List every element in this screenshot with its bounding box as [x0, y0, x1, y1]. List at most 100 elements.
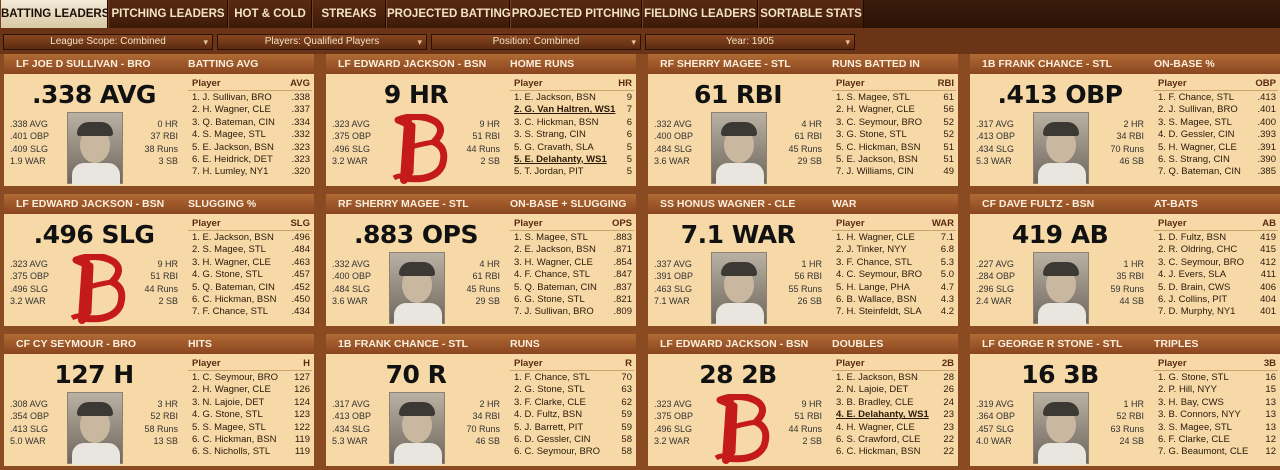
leader-name[interactable]: 4. G. Stone, STL: [192, 269, 263, 281]
table-row[interactable]: 3. B. Bradley, CLE 24: [832, 396, 956, 408]
table-row[interactable]: 5. H. Lange, PHA 4.7: [832, 281, 956, 293]
stat-column-header[interactable]: AB: [1262, 218, 1276, 229]
table-row[interactable]: 7. Q. Bateman, CIN .385: [1154, 165, 1278, 177]
table-row[interactable]: 3. C. Seymour, BRO 412: [1154, 256, 1278, 268]
leader-name[interactable]: 4. F. Chance, STL: [514, 269, 591, 281]
league-scope-select[interactable]: League Scope: Combined ▾: [3, 34, 213, 50]
table-row[interactable]: 1. J. Sullivan, BRO .338: [188, 91, 312, 103]
table-row[interactable]: 2. J. Sullivan, BRO .401: [1154, 103, 1278, 115]
leader-name[interactable]: 1. F. Chance, STL: [1158, 92, 1235, 103]
table-row[interactable]: 7. J. Williams, CIN 49: [832, 165, 956, 177]
leader-name[interactable]: 7. D. Murphy, NY1: [1158, 306, 1236, 318]
leader-name[interactable]: 7. G. Beaumont, CLE: [1158, 446, 1249, 458]
leader-name[interactable]: 4. S. Magee, STL: [192, 129, 266, 141]
table-row[interactable]: 3. Q. Bateman, CIN .334: [188, 116, 312, 128]
leader-card[interactable]: 1B FRANK CHANCE - STL RUNS 70 R .317 AVG .41…: [326, 334, 636, 466]
card-player-name[interactable]: CF DAVE FULTZ - BSN: [982, 198, 1095, 210]
leader-name[interactable]: 5. Q. Bateman, CIN: [192, 281, 275, 293]
leader-name[interactable]: 4. G. Stone, STL: [192, 409, 263, 421]
table-row[interactable]: 2. H. Wagner, CLE 56: [832, 103, 956, 115]
table-row[interactable]: 1. S. Magee, STL .883: [510, 231, 634, 243]
leader-name[interactable]: 5. H. Wagner, CLE: [1158, 141, 1237, 153]
table-row[interactable]: 1. H. Wagner, CLE 7.1: [832, 231, 956, 243]
table-row[interactable]: 2. P. Hill, NYY 15: [1154, 383, 1278, 395]
table-row[interactable]: 4. H. Wagner, CLE 23: [832, 421, 956, 433]
player-column-header[interactable]: Player: [836, 358, 865, 369]
leader-name[interactable]: 3. H. Wagner, CLE: [514, 256, 593, 268]
table-row[interactable]: 3. F. Clarke, CLE 62: [510, 396, 634, 408]
table-row[interactable]: 6. S. Strang, CIN .390: [1154, 153, 1278, 165]
leader-name[interactable]: 2. J. Tinker, NYY: [836, 244, 907, 256]
player-column-header[interactable]: Player: [192, 78, 221, 89]
leader-name[interactable]: 7. J. Sullivan, BRO: [514, 306, 594, 318]
leader-name[interactable]: 3. G. Stone, STL: [836, 129, 907, 141]
leader-card[interactable]: CF DAVE FULTZ - BSN AT-BATS 419 AB .227 AVG…: [970, 194, 1280, 326]
player-column-header[interactable]: Player: [192, 358, 221, 369]
player-column-header[interactable]: Player: [514, 358, 543, 369]
leader-name[interactable]: 6. C. Hickman, BSN: [836, 446, 921, 458]
leader-name[interactable]: 2. J. Sullivan, BRO: [1158, 104, 1238, 116]
stat-column-header[interactable]: SLG: [290, 218, 310, 229]
player-column-header[interactable]: Player: [192, 218, 221, 229]
leader-name[interactable]: 2. H. Wagner, CLE: [836, 104, 915, 116]
table-row[interactable]: 5. C. Hickman, BSN 51: [832, 141, 956, 153]
leader-name[interactable]: 3. B. Bradley, CLE: [836, 396, 914, 408]
leader-name[interactable]: 3. F. Chance, STL: [836, 256, 913, 268]
leader-name[interactable]: 6. S. Strang, CIN: [1158, 153, 1230, 165]
table-row[interactable]: 2. G. Van Haltren, WS1 7: [510, 103, 634, 115]
player-column-header[interactable]: Player: [836, 218, 865, 229]
table-row[interactable]: 3. S. Magee, STL .400: [1154, 116, 1278, 128]
leader-name[interactable]: 6. B. Wallace, BSN: [836, 293, 917, 305]
leader-card[interactable]: RF SHERRY MAGEE - STL RUNS BATTED IN 61 RB…: [648, 54, 958, 186]
leader-name[interactable]: 2. G. Stone, STL: [514, 384, 585, 396]
leader-name[interactable]: 6. G. Stone, STL: [514, 293, 585, 305]
table-row[interactable]: 6. S. Nicholls, STL 119: [188, 445, 312, 457]
leader-name[interactable]: 5. E. Delahanty, WS1: [514, 153, 607, 165]
table-row[interactable]: 4. D. Fultz, BSN 59: [510, 408, 634, 420]
tab-projected-pitching[interactable]: PROJECTED PITCHING: [510, 0, 642, 28]
table-row[interactable]: 3. B. Connors, NYY 13: [1154, 408, 1278, 420]
leader-name[interactable]: 3. F. Clarke, CLE: [514, 396, 586, 408]
table-row[interactable]: 6. C. Seymour, BRO 58: [510, 445, 634, 457]
table-row[interactable]: 6. B. Wallace, BSN 4.3: [832, 293, 956, 305]
leader-name[interactable]: 2. N. Lajoie, DET: [836, 384, 909, 396]
leader-name[interactable]: 1. G. Stone, STL: [1158, 372, 1229, 383]
leader-name[interactable]: 6. F. Clarke, CLE: [1158, 433, 1230, 445]
leader-name[interactable]: 4. D. Fultz, BSN: [514, 409, 583, 421]
table-row[interactable]: 4. D. Gessler, CIN .393: [1154, 128, 1278, 140]
leader-name[interactable]: 6. D. Gessler, CIN: [514, 433, 591, 445]
leader-name[interactable]: 7. H. Lumley, NY1: [192, 166, 269, 178]
leader-name[interactable]: 4. J. Evers, SLA: [1158, 269, 1227, 281]
leader-name[interactable]: 1. E. Jackson, BSN: [192, 232, 274, 243]
leader-card[interactable]: LF EDWARD JACKSON - BSN HOME RUNS 9 HR .323…: [326, 54, 636, 186]
leader-name[interactable]: 5. C. Hickman, BSN: [836, 141, 921, 153]
leader-name[interactable]: 3. C. Hickman, BSN: [514, 116, 599, 128]
leader-card[interactable]: LF EDWARD JACKSON - BSN DOUBLES 28 2B .323 …: [648, 334, 958, 466]
leader-name[interactable]: 3. Q. Bateman, CIN: [192, 116, 275, 128]
leader-name[interactable]: 3. B. Connors, NYY: [1158, 409, 1241, 421]
table-row[interactable]: 3. C. Hickman, BSN 6: [510, 116, 634, 128]
table-row[interactable]: 5. J. Barrett, PIT 59: [510, 421, 634, 433]
leader-name[interactable]: 5. J. Barrett, PIT: [514, 421, 584, 433]
leader-name[interactable]: 6. J. Collins, PIT: [1158, 293, 1228, 305]
table-row[interactable]: 3. F. Chance, STL 5.3: [832, 256, 956, 268]
tab-batting-leaders[interactable]: BATTING LEADERS: [0, 0, 109, 28]
players-select[interactable]: Players: Qualified Players ▾: [217, 34, 427, 50]
leader-name[interactable]: 2. P. Hill, NYY: [1158, 384, 1217, 396]
table-row[interactable]: 6. G. Stone, STL .821: [510, 293, 634, 305]
table-row[interactable]: 5. E. Jackson, BSN 51: [832, 153, 956, 165]
card-player-name[interactable]: LF EDWARD JACKSON - BSN: [660, 338, 809, 350]
leader-name[interactable]: 1. D. Fultz, BSN: [1158, 232, 1227, 243]
leader-card[interactable]: 1B FRANK CHANCE - STL ON-BASE % .413 OBP .3…: [970, 54, 1280, 186]
leader-name[interactable]: 3. N. Lajoie, DET: [192, 396, 265, 408]
table-row[interactable]: 7. J. Sullivan, BRO .809: [510, 305, 634, 317]
leader-card[interactable]: CF CY SEYMOUR - BRO HITS 127 H .308 AVG .354…: [4, 334, 314, 466]
leader-name[interactable]: 7. F. Chance, STL: [192, 306, 269, 318]
table-row[interactable]: 2. H. Wagner, CLE 126: [188, 383, 312, 395]
tab-sortable-stats[interactable]: SORTABLE STATS: [758, 0, 864, 28]
leader-name[interactable]: 1. H. Wagner, CLE: [836, 232, 915, 243]
leader-name[interactable]: 7. H. Steinfeldt, SLA: [836, 306, 922, 318]
table-row[interactable]: 4. J. Evers, SLA 411: [1154, 268, 1278, 280]
table-row[interactable]: 7. H. Steinfeldt, SLA 4.2: [832, 305, 956, 317]
leader-card[interactable]: LF JOE D SULLIVAN - BRO BATTING AVG .338 A…: [4, 54, 314, 186]
